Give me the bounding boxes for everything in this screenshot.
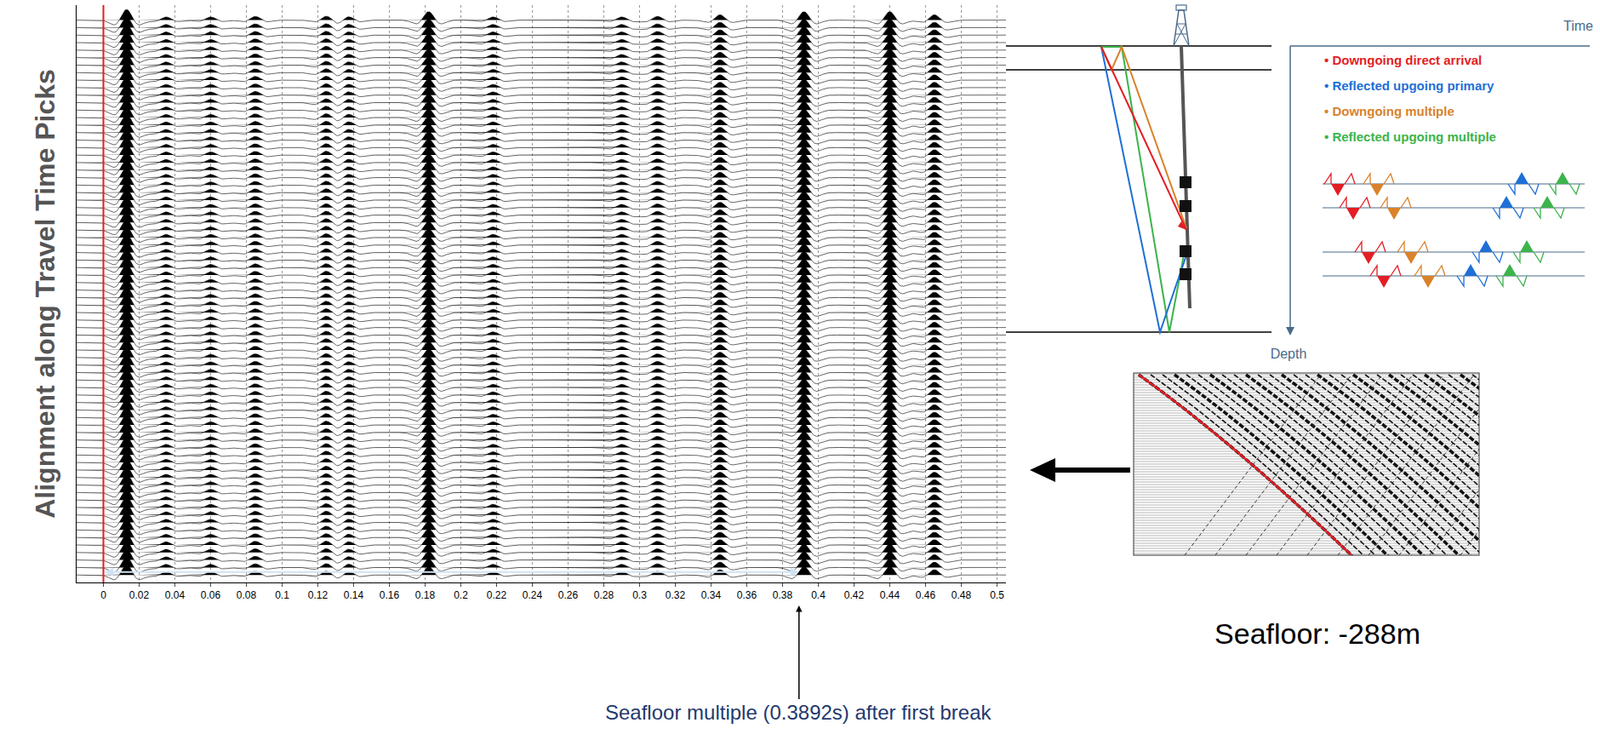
svg-text:0.36: 0.36 (737, 588, 758, 601)
svg-text:0.02: 0.02 (129, 588, 150, 601)
svg-text:• Downgoing multiple: • Downgoing multiple (1324, 103, 1455, 119)
svg-text:0.28: 0.28 (594, 588, 615, 601)
svg-text:0.5: 0.5 (989, 588, 1005, 601)
svg-text:0.04: 0.04 (165, 588, 186, 601)
svg-text:0.46: 0.46 (915, 588, 937, 601)
svg-text:0.44: 0.44 (880, 588, 901, 601)
svg-text:0.12: 0.12 (308, 588, 329, 601)
svg-text:0.08: 0.08 (236, 588, 258, 601)
svg-text:Alignment along Travel Time Pi: Alignment along Travel Time Picks (29, 68, 61, 519)
svg-text:0.18: 0.18 (415, 588, 436, 601)
svg-text:0.16: 0.16 (379, 588, 400, 601)
svg-text:• Downgoing direct arrival: • Downgoing direct arrival (1324, 52, 1482, 68)
svg-text:0.14: 0.14 (343, 588, 365, 601)
svg-text:0.48: 0.48 (951, 588, 972, 601)
svg-text:Seafloor: -288m: Seafloor: -288m (1214, 617, 1421, 650)
svg-text:Seafloor multiple (0.3892s) af: Seafloor multiple (0.3892s) after first … (605, 700, 993, 724)
svg-text:0.2: 0.2 (453, 588, 469, 601)
svg-text:0.3: 0.3 (632, 588, 647, 601)
svg-text:Time: Time (1563, 18, 1594, 34)
svg-text:0: 0 (100, 588, 107, 601)
svg-text:0.24: 0.24 (522, 588, 543, 601)
svg-text:0.34: 0.34 (701, 588, 722, 601)
svg-text:• Reflected upgoing primary: • Reflected upgoing primary (1324, 78, 1495, 93)
svg-text:0.4: 0.4 (811, 588, 826, 601)
svg-text:0.1: 0.1 (274, 588, 290, 601)
svg-text:0.32: 0.32 (665, 588, 686, 601)
svg-text:Depth: Depth (1270, 346, 1308, 361)
svg-text:• Reflected upgoing multiple: • Reflected upgoing multiple (1324, 129, 1497, 144)
svg-text:0.42: 0.42 (844, 588, 865, 601)
svg-text:0.26: 0.26 (558, 588, 579, 601)
svg-text:0.22: 0.22 (486, 588, 508, 601)
svg-text:0.06: 0.06 (200, 588, 222, 601)
svg-text:0.38: 0.38 (772, 588, 794, 601)
